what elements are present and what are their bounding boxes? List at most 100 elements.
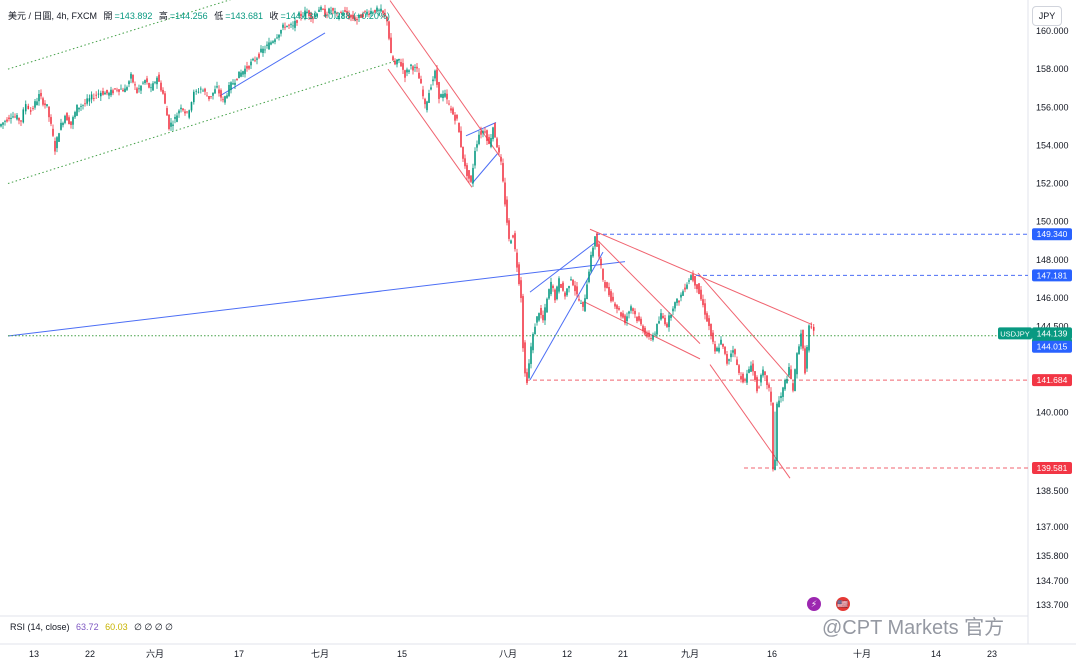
lightning-event-icon[interactable]: ⚡ <box>807 597 821 611</box>
candle-body <box>720 339 722 345</box>
rsi-label[interactable]: RSI (14, close) <box>10 622 70 632</box>
candle-body <box>382 10 384 14</box>
candle-body <box>228 84 230 96</box>
candle-body <box>738 365 740 373</box>
candle-body <box>170 122 172 127</box>
candle-body <box>788 367 790 376</box>
candle-body <box>522 296 524 349</box>
candle-body <box>732 350 734 353</box>
candle-body <box>622 313 624 318</box>
candle-body <box>710 323 712 336</box>
candle-body <box>494 123 496 138</box>
candle-body <box>300 13 302 17</box>
candle-body <box>780 395 782 398</box>
candle-body <box>650 337 652 339</box>
candle-body <box>106 89 108 94</box>
candle-body <box>606 282 608 289</box>
candle-body <box>406 69 408 73</box>
candle-body <box>496 138 498 148</box>
candle-body <box>130 73 132 79</box>
x-tick-label: 14 <box>931 649 941 659</box>
candle-body <box>242 71 244 75</box>
candle-body <box>166 108 168 116</box>
candle-body <box>298 12 300 17</box>
candle-body <box>404 70 406 78</box>
candle-body <box>552 285 554 289</box>
candle-body <box>450 108 452 111</box>
candle-body <box>252 58 254 61</box>
price-tag-bg <box>1032 461 1072 474</box>
candle-body <box>556 286 558 300</box>
candle-body <box>532 333 534 351</box>
candle-body <box>70 121 72 125</box>
ohlc-legend: 美元 / 日圓, 4h, FXCM 開 =143.892 高 =144.256 低 =… <box>8 9 390 22</box>
open-label: 開 <box>103 11 113 21</box>
y-tick-label: 148.000 <box>1036 255 1069 265</box>
us-flag-event-icon[interactable]: 🇺🇸 <box>836 597 850 611</box>
candle-body <box>306 11 308 14</box>
candle-body <box>408 70 410 72</box>
candle-body <box>20 120 22 122</box>
candle-body <box>680 294 682 298</box>
candle-body <box>486 130 488 142</box>
candle-body <box>364 10 366 12</box>
candle-body <box>616 305 618 309</box>
x-tick-label: 22 <box>85 649 95 659</box>
candle-body <box>240 72 242 77</box>
watermark: @CPT Markets 官方 <box>822 617 1005 639</box>
candle-body <box>506 199 508 223</box>
price-tag: 141.684 <box>1032 374 1072 387</box>
y-tick-label: 154.000 <box>1036 140 1069 150</box>
candle-body <box>336 12 338 14</box>
candle-body <box>90 94 93 100</box>
candle-body <box>708 318 710 326</box>
candle-body <box>714 344 716 352</box>
candle-body <box>776 403 778 461</box>
x-tick-label: 15 <box>397 649 407 659</box>
candle-body <box>570 279 572 281</box>
candle-body <box>576 286 578 295</box>
candle-body <box>22 109 25 123</box>
price-axis[interactable]: 160.000 158.000 156.000 154.000 152.000 150.0… <box>1036 26 1069 610</box>
candle-body <box>16 115 18 120</box>
candle-body <box>634 310 636 315</box>
candle-body <box>542 314 544 321</box>
candle-body <box>376 7 378 12</box>
candle-body <box>372 12 374 14</box>
symbol-title[interactable]: 美元 / 日圓, 4h, FXCM <box>8 11 98 21</box>
currency-button[interactable]: JPY <box>1032 6 1062 26</box>
candle-body <box>790 369 792 380</box>
candle-body <box>692 274 694 281</box>
candle-body <box>772 402 774 470</box>
candle-body <box>482 131 484 134</box>
candle-body <box>574 285 576 292</box>
candle-body <box>736 359 738 365</box>
candle-body <box>530 346 532 364</box>
time-axis[interactable]: 13 22 六月 17 七月 15 八月 12 21 九月 16 十月 14 23 <box>29 648 997 659</box>
candle-body <box>148 83 150 88</box>
rsi-value: 63.72 <box>76 622 99 632</box>
candle-body <box>392 56 394 61</box>
candle-body <box>314 14 316 18</box>
candle-body <box>760 374 762 383</box>
candle-body <box>324 8 326 17</box>
candle-body <box>95 94 97 96</box>
candle-body <box>296 20 298 23</box>
candle-body <box>60 122 62 130</box>
y-tick-label: 134.700 <box>1036 576 1069 586</box>
y-tick-label: 144.500 <box>1036 321 1069 331</box>
candle-body <box>12 116 14 118</box>
candle-body <box>346 10 348 15</box>
candle-body <box>546 298 548 313</box>
candle-body <box>330 10 332 12</box>
candle-body <box>312 18 314 20</box>
price-tag-bg <box>1032 374 1072 387</box>
candle-body <box>628 311 630 314</box>
candle-body <box>550 281 552 295</box>
trendline <box>597 240 701 344</box>
candle-body <box>152 83 154 91</box>
candle-body <box>108 92 110 96</box>
price-tag-label: 144.015 <box>1037 342 1068 352</box>
candle-body <box>222 99 224 101</box>
